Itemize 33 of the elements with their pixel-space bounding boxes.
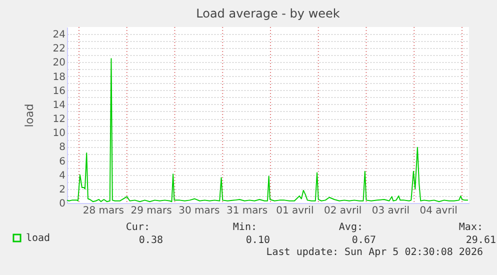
chart-title: Load average - by week bbox=[196, 6, 340, 20]
y-tick-label: 4 bbox=[59, 170, 66, 182]
text: Cur: bbox=[126, 222, 150, 233]
x-tick-label: 30 mars bbox=[178, 206, 220, 216]
y-tick-label: 8 bbox=[59, 142, 66, 154]
text: 0.10 bbox=[246, 235, 270, 246]
y-tick-label: 18 bbox=[52, 72, 66, 83]
y-tick-label: 10 bbox=[52, 128, 66, 140]
text: Min: bbox=[232, 222, 257, 233]
legend-label: load bbox=[26, 233, 50, 244]
text: 29.61 bbox=[466, 235, 496, 246]
x-tick-label: 02 avril bbox=[324, 206, 362, 216]
y-tick-label: 2 bbox=[59, 184, 66, 196]
y-tick-label: 24 bbox=[52, 30, 66, 41]
y-tick-label: 16 bbox=[52, 86, 66, 97]
text: 0.38 bbox=[138, 235, 163, 246]
text: Last update: Sun Apr 5 02:30:08 2026 bbox=[266, 247, 483, 258]
x-tick-label: 01 avril bbox=[276, 206, 314, 216]
text: Max: bbox=[458, 222, 483, 233]
y-axis-title: load bbox=[22, 104, 36, 128]
y-tick-label: 20 bbox=[52, 58, 66, 69]
y-tick-label: 22 bbox=[52, 44, 66, 55]
y-tick-label: 0 bbox=[59, 198, 66, 210]
y-tick-label: 12 bbox=[52, 114, 66, 126]
y-tick-label: 14 bbox=[52, 100, 66, 111]
x-tick-label: 28 mars bbox=[82, 206, 124, 216]
x-tick-label: 04 avril bbox=[420, 206, 458, 216]
x-tick-label: 03 avril bbox=[372, 206, 410, 216]
text: Avg: bbox=[338, 222, 363, 233]
text: 0.67 bbox=[352, 235, 376, 246]
y-tick-label: 6 bbox=[59, 156, 66, 168]
x-tick-label: 31 mars bbox=[226, 206, 268, 216]
x-tick-label: 29 mars bbox=[130, 206, 172, 216]
